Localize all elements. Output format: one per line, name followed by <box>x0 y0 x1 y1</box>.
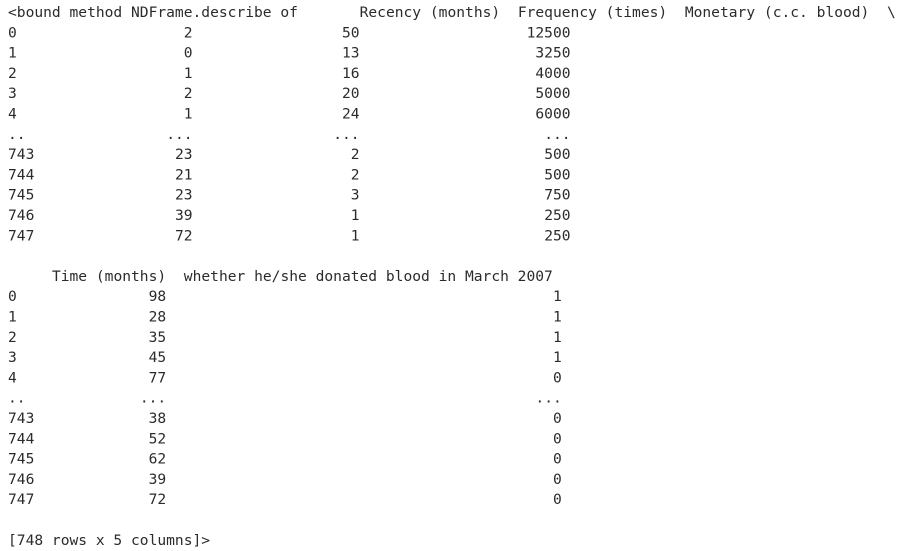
row-index: 3 <box>8 85 17 102</box>
cell: 0 <box>553 430 562 447</box>
cell: 1 <box>553 349 562 366</box>
cell: 0 <box>553 369 562 386</box>
row-index: 746 <box>8 471 34 488</box>
column-header: Recency (months) <box>360 4 501 21</box>
row-index: 4 <box>8 369 17 386</box>
cell: 250 <box>544 227 570 244</box>
column-header: Time (months) <box>52 268 166 285</box>
cell: 72 <box>149 491 167 508</box>
cell: 1 <box>351 207 360 224</box>
cell: ... <box>166 126 192 143</box>
cell: 250 <box>544 207 570 224</box>
row-index: 3 <box>8 349 17 366</box>
cell: 500 <box>544 166 570 183</box>
column-header: whether he/she donated blood in March 20… <box>184 268 553 285</box>
cell: 20 <box>342 85 360 102</box>
cell: 23 <box>175 187 193 204</box>
cell: 77 <box>149 369 167 386</box>
cell: 98 <box>149 288 167 305</box>
column-header: Frequency (times) <box>518 4 667 21</box>
cell: 0 <box>553 451 562 468</box>
row-index: 4 <box>8 106 17 123</box>
cell: 3 <box>351 187 360 204</box>
cell: 2 <box>351 146 360 163</box>
cell: 28 <box>149 309 167 326</box>
cell: 72 <box>175 227 193 244</box>
cell: 13 <box>342 45 360 62</box>
row-index: 744 <box>8 430 35 447</box>
cell: 35 <box>149 329 167 346</box>
cell: 39 <box>175 207 193 224</box>
cell: 6000 <box>535 106 570 123</box>
cell: 16 <box>342 65 360 82</box>
column-header: Monetary (c.c. blood) <box>685 4 870 21</box>
cell: 1 <box>184 106 193 123</box>
cell: 0 <box>553 491 562 508</box>
row-index: 1 <box>8 309 17 326</box>
footer: [748 rows x 5 columns]> <box>8 532 210 549</box>
row-index: 2 <box>8 65 17 82</box>
row-index: .. <box>8 126 26 143</box>
cell: 500 <box>544 146 570 163</box>
cell: 2 <box>351 166 360 183</box>
cell: 24 <box>342 106 360 123</box>
cell: 62 <box>149 451 167 468</box>
cell: 3250 <box>535 45 570 62</box>
cell: 1 <box>553 309 562 326</box>
cell: 0 <box>553 410 562 427</box>
cell: 2 <box>184 85 193 102</box>
cell: 750 <box>544 187 570 204</box>
cell: ... <box>535 390 561 407</box>
cell: 0 <box>184 45 193 62</box>
cell: 52 <box>149 430 167 447</box>
row-index: 743 <box>8 146 34 163</box>
cell: 21 <box>175 166 193 183</box>
cell: 1 <box>184 65 193 82</box>
row-index: 1 <box>8 45 17 62</box>
cell: 23 <box>175 146 193 163</box>
cell: 39 <box>149 471 167 488</box>
row-index: 745 <box>8 451 34 468</box>
row-index: .. <box>8 390 26 407</box>
row-index: 2 <box>8 329 17 346</box>
cell: 1 <box>553 329 562 346</box>
row-index: 747 <box>8 491 34 508</box>
cell: 12500 <box>527 24 571 41</box>
row-index: 745 <box>8 187 34 204</box>
row-index: 746 <box>8 207 34 224</box>
cell: 2 <box>184 24 193 41</box>
cell: 50 <box>342 24 360 41</box>
cell: 38 <box>149 410 167 427</box>
row-index: 0 <box>8 288 17 305</box>
row-index: 744 <box>8 166 35 183</box>
cell: 45 <box>149 349 167 366</box>
row-index: 0 <box>8 24 17 41</box>
cell: 1 <box>351 227 360 244</box>
row-index: 743 <box>8 410 34 427</box>
cell: ... <box>544 126 570 143</box>
cell: ... <box>333 126 359 143</box>
row-index: 747 <box>8 227 34 244</box>
cell: 5000 <box>535 85 570 102</box>
cell: ... <box>140 390 166 407</box>
column-header: \ <box>887 4 896 21</box>
cell: 4000 <box>535 65 570 82</box>
cell: 0 <box>553 471 562 488</box>
column-header: <bound method NDFrame.describe of <box>8 4 298 21</box>
cell: 1 <box>553 288 562 305</box>
